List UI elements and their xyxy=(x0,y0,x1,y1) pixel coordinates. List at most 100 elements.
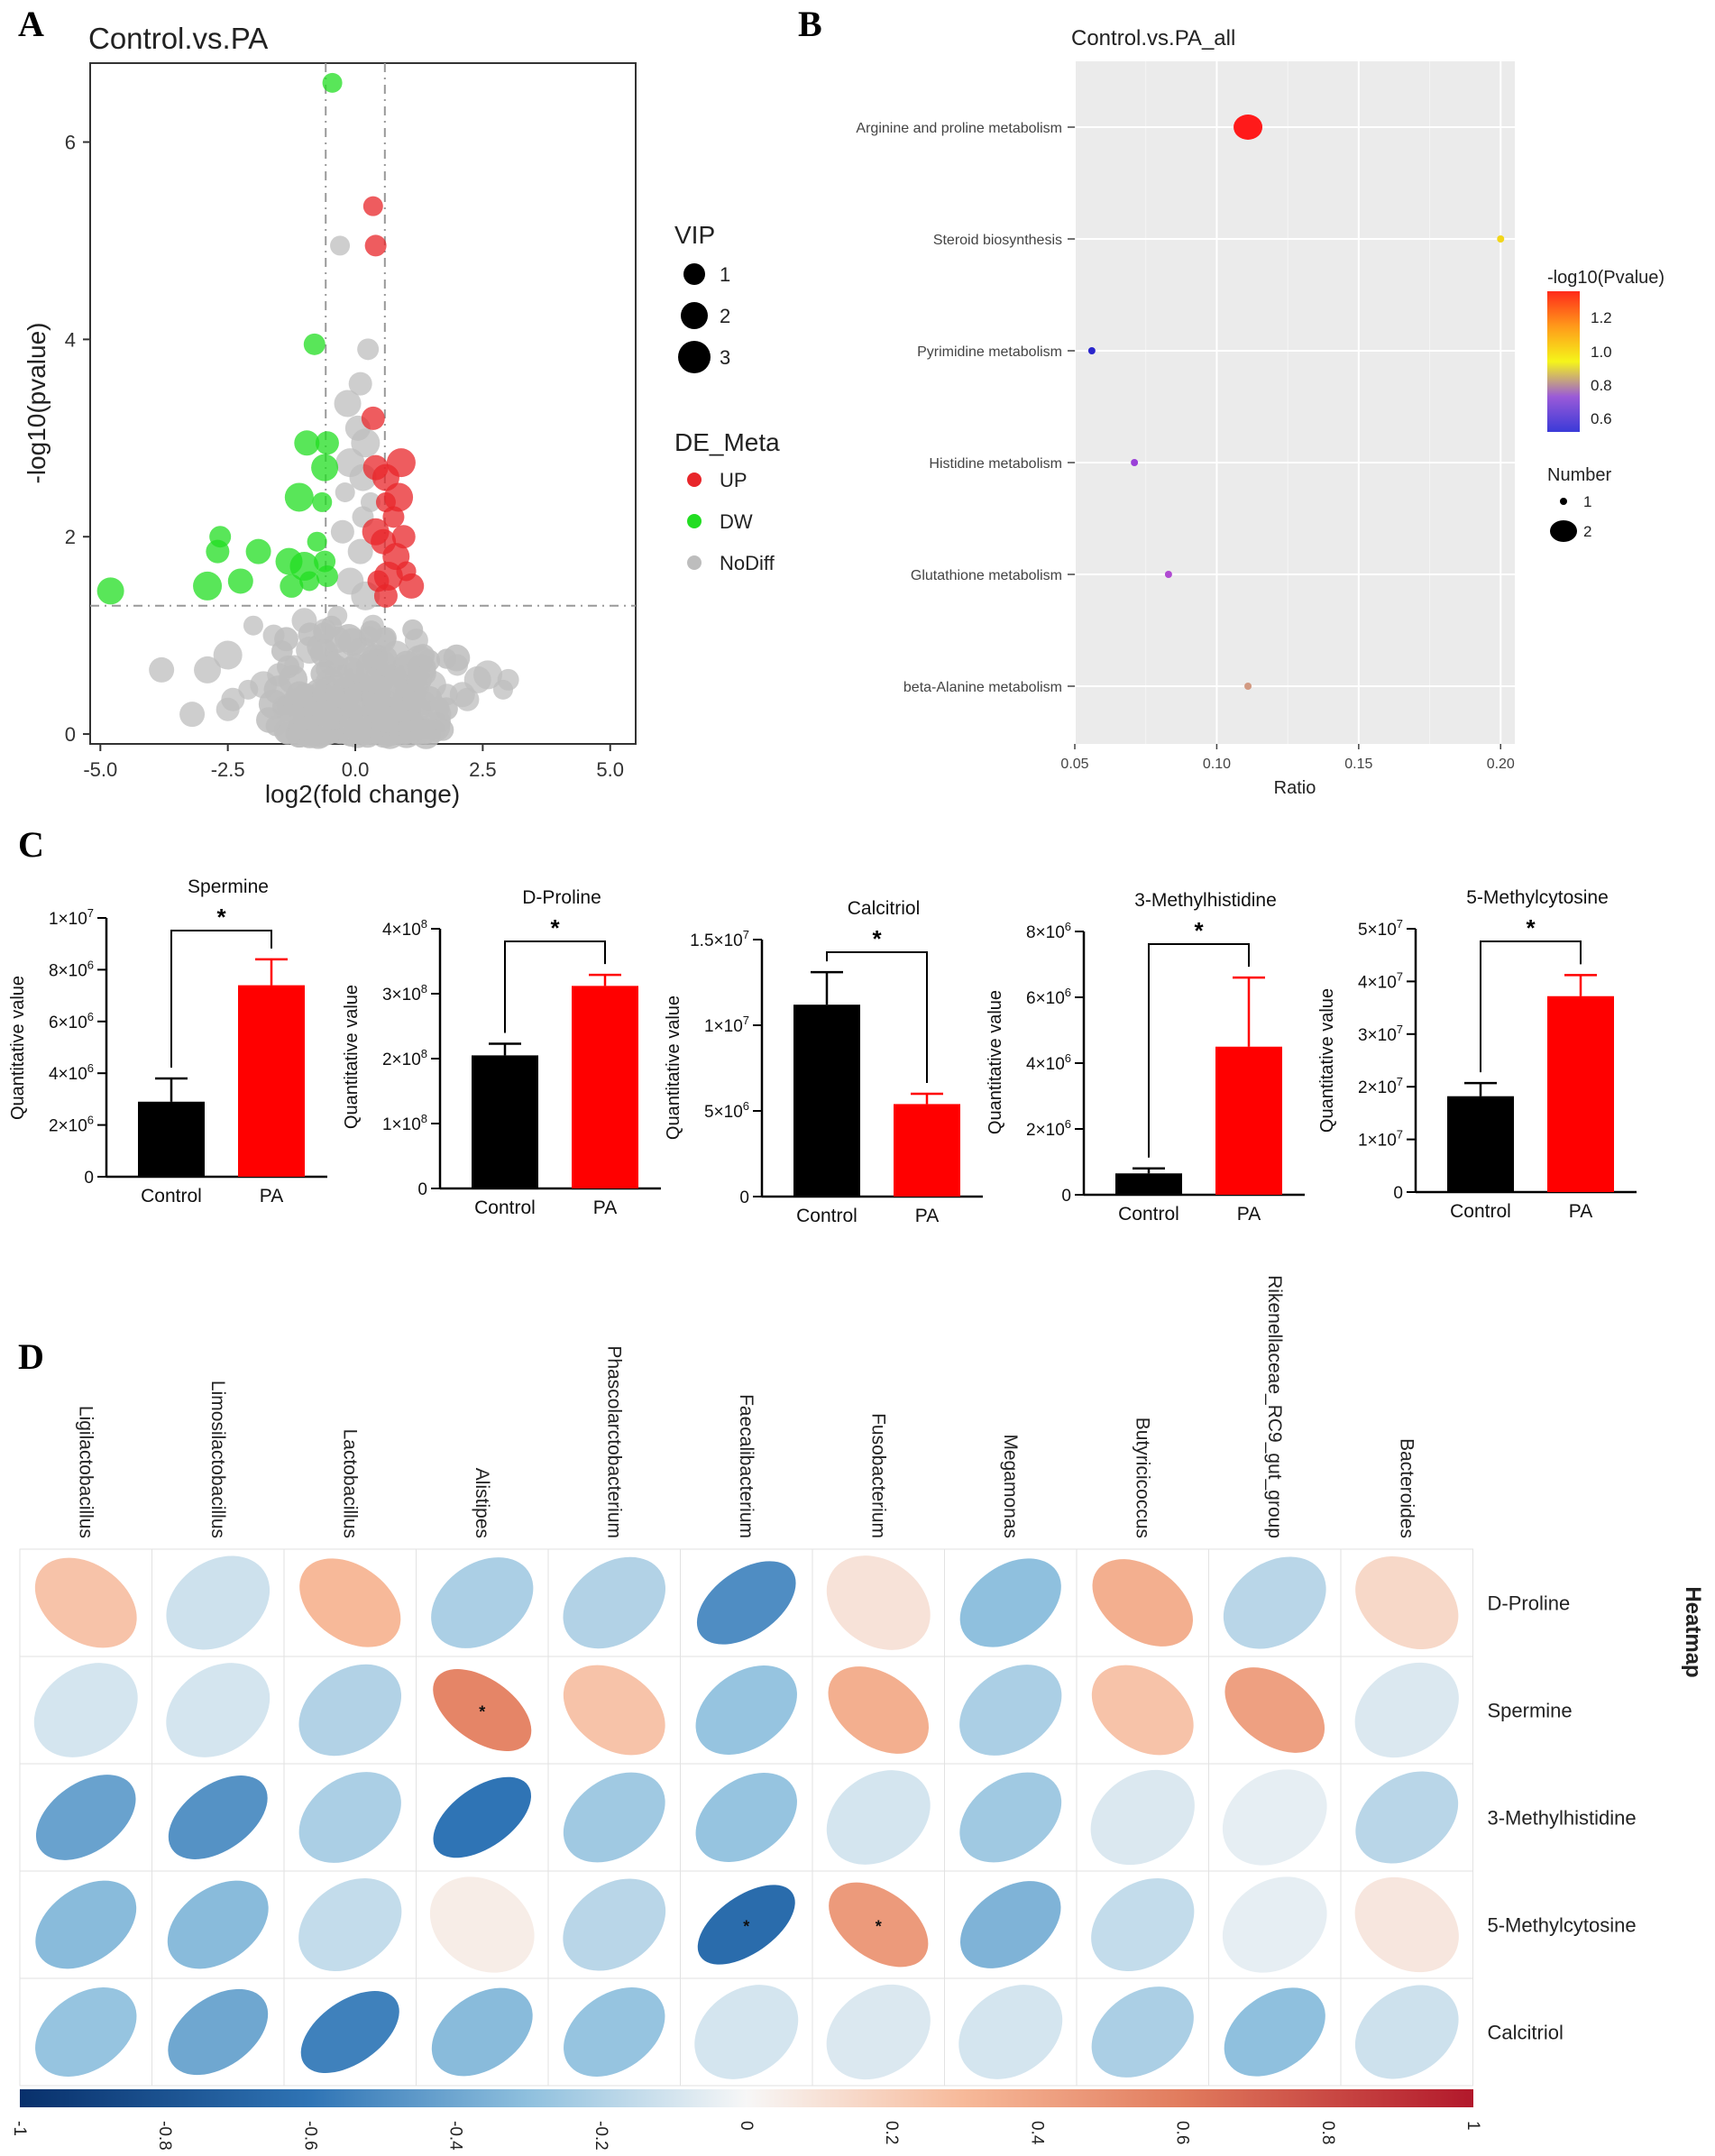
heatmap-ellipse xyxy=(960,1881,1061,1968)
volcano-point-nodiff xyxy=(497,668,519,691)
pathway-title: Control.vs.PA_all xyxy=(1071,26,1235,50)
heatmap-column-label: Lactobacillus xyxy=(339,1429,360,1538)
pathway-point xyxy=(1131,459,1139,466)
bar-x-tick-label: Control xyxy=(141,1186,202,1206)
volcano-point-nodiff xyxy=(422,700,452,729)
volcano-point-dw xyxy=(315,431,339,455)
volcano-point-up xyxy=(361,406,385,430)
volcano-point-nodiff xyxy=(334,624,363,653)
bar-x-tick-label: Control xyxy=(1450,1201,1511,1222)
bar-y-tick-label: 1.5×107 xyxy=(690,928,749,950)
heatmap-ellipse xyxy=(959,1665,1062,1756)
significance-star: * xyxy=(1194,917,1204,944)
x-tick-label: -5.0 xyxy=(83,758,117,781)
size-legend-swatch-2 xyxy=(1550,520,1577,542)
bar-x-tick-label: Control xyxy=(796,1206,858,1226)
volcano-point-nodiff xyxy=(351,428,381,458)
pathway-x-tick-label: 0.20 xyxy=(1487,757,1515,772)
significance-bracket xyxy=(1480,940,1582,1073)
vip-legend-swatch-3 xyxy=(678,341,711,373)
volcano-point-up xyxy=(384,482,414,512)
volcano-x-label: log2(fold change) xyxy=(265,780,460,808)
heatmap-ellipse xyxy=(564,1987,665,2077)
bar-y-tick-label: 1×107 xyxy=(49,906,94,929)
heatmap-row-label: D-Proline xyxy=(1488,1592,1571,1615)
heatmap-column-label: Limosilactobacillus xyxy=(207,1381,228,1538)
volcano-point-nodiff xyxy=(334,390,362,417)
color-scale-tick-label: -0.8 xyxy=(155,2121,174,2151)
bar-y-tick-label: 1×108 xyxy=(382,1112,427,1134)
volcano-point-nodiff xyxy=(343,714,372,744)
panel-letter-c: C xyxy=(18,824,44,865)
volcano-point-nodiff xyxy=(446,654,469,676)
heatmap-ellipse xyxy=(1092,1559,1193,1647)
heatmap-ellipse xyxy=(431,1557,534,1648)
group-legend-swatch-dw xyxy=(687,514,702,528)
heatmap-ellipse xyxy=(563,1556,665,1649)
bar-chart-y-label: Quantitative value xyxy=(8,976,28,1120)
heatmap-significance-star: * xyxy=(743,1918,749,1936)
color-scale-tick-label: 0.6 xyxy=(1173,2121,1192,2144)
bar-x-tick-label: PA xyxy=(593,1197,617,1218)
pathway-label: Glutathione metabolism xyxy=(911,568,1062,583)
volcano-point-up xyxy=(362,196,383,216)
volcano-point-dw xyxy=(299,571,320,592)
significance-star: * xyxy=(872,925,882,952)
heatmap-ellipse xyxy=(1090,1769,1195,1866)
bar-chart-methylhistidine: 3-Methylhistidine Quantitative value 0 2×10… xyxy=(986,890,1305,1225)
heatmap-ellipse xyxy=(1355,1771,1459,1864)
heatmap-ellipse xyxy=(34,1557,137,1648)
volcano-point-nodiff xyxy=(404,628,428,653)
volcano-point-nodiff xyxy=(348,372,372,396)
volcano-point-nodiff xyxy=(371,705,399,733)
volcano-point-nodiff xyxy=(262,624,285,647)
bar-control xyxy=(1447,1096,1514,1192)
volcano-point-nodiff xyxy=(213,640,243,670)
y-axis-ticks: 0 2 4 6 xyxy=(65,132,90,746)
heatmap-column-label: Phascolarctobacterium xyxy=(603,1345,624,1538)
bar-y-tick-label: 8×106 xyxy=(1026,920,1071,942)
volcano-point-nodiff xyxy=(393,722,417,745)
pathway-x-tick-label: 0.05 xyxy=(1060,757,1088,772)
heatmap-column-label: Fusobacterium xyxy=(867,1413,888,1538)
volcano-point-nodiff xyxy=(326,648,349,671)
pathway-label: Steroid biosynthesis xyxy=(933,233,1062,248)
bar-y-tick-label: 0 xyxy=(417,1180,427,1199)
pathway-plot-panel xyxy=(1075,61,1515,744)
bar-x-tick-label: PA xyxy=(1569,1201,1592,1222)
volcano-point-dw xyxy=(311,454,339,482)
bar-y-tick-label: 2×107 xyxy=(1358,1075,1403,1097)
bar-x-tick-label: Control xyxy=(1118,1204,1179,1225)
heatmap-ellipse xyxy=(826,1555,931,1650)
volcano-point-dw xyxy=(96,577,124,605)
bar-y-tick-label: 4×108 xyxy=(382,917,427,940)
volcano-point-up xyxy=(362,518,390,546)
heatmap-title: Heatmap xyxy=(1681,1586,1705,1677)
heatmap-ellipse xyxy=(563,1878,666,1971)
size-legend-label-2: 2 xyxy=(1583,523,1591,540)
volcano-point-dw xyxy=(280,573,304,598)
heatmap-ellipse xyxy=(429,1876,535,1973)
color-scale-ticks: -1 -0.8 -0.6 -0.4 -0.2 0 0.2 0.4 0.6 0.8 1 xyxy=(10,2121,1482,2151)
size-legend-title: Number xyxy=(1547,465,1611,485)
volcano-point-nodiff xyxy=(291,608,317,634)
pathway-x-label: Ratio xyxy=(1274,778,1316,798)
volcano-title: Control.vs.PA xyxy=(88,22,268,55)
heatmap-cells: * * * xyxy=(19,1548,1473,2087)
volcano-point-nodiff xyxy=(312,702,338,728)
bar-y-tick-label: 2×106 xyxy=(49,1114,94,1136)
significance-star: * xyxy=(550,914,560,941)
bar-x-tick-label: PA xyxy=(1237,1204,1261,1225)
volcano-point-nodiff xyxy=(149,656,175,683)
heatmap-row-labels: D-Proline Spermine 3-Methylhistidine 5-Meth… xyxy=(1488,1592,1637,2044)
heatmap-ellipse xyxy=(563,1665,665,1756)
pathway-x-tick-label: 0.10 xyxy=(1203,757,1231,772)
bar-chart-title: 5-Methylcytosine xyxy=(1466,887,1609,908)
significance-bracket xyxy=(1148,943,1250,1158)
heatmap-ellipse xyxy=(828,1666,929,1754)
bar-y-tick-label: 0 xyxy=(84,1169,94,1188)
volcano-point-nodiff xyxy=(358,667,382,692)
volcano-point-dw xyxy=(312,491,333,512)
volcano-point-nodiff xyxy=(455,687,480,711)
